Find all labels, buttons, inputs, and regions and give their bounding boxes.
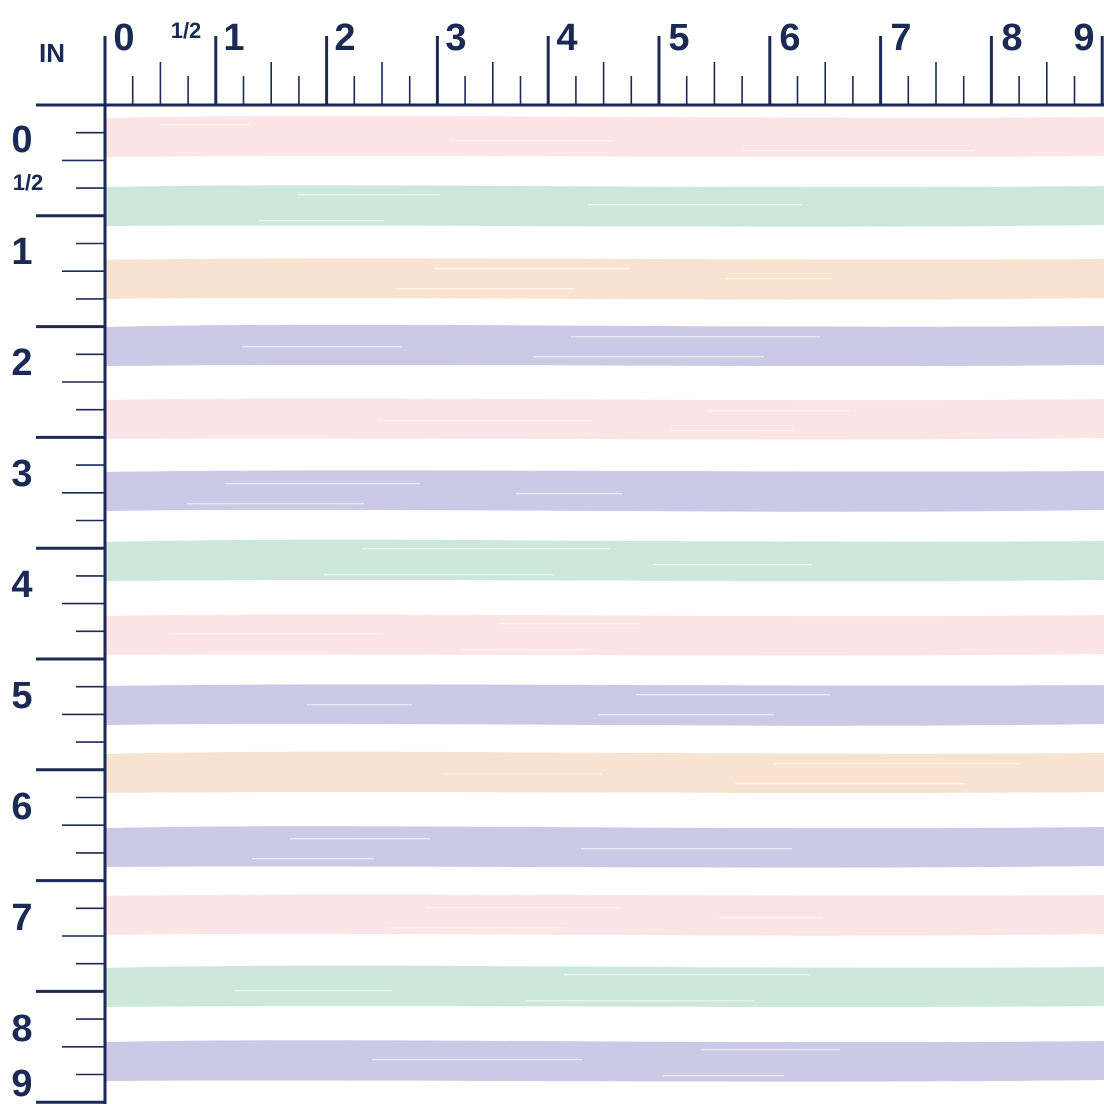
top-ruler-label: 7 [890,17,911,59]
top-ruler-label: 0 [113,17,134,59]
brush-streak [581,848,792,850]
brush-streak [187,503,364,505]
stripe-body [105,324,1104,366]
brush-streak [427,907,620,909]
stripe-body [105,185,1104,227]
stripe-body [105,1040,1104,1082]
stripe-body [105,751,1104,793]
stripe-body [105,614,1104,656]
stripe-body [105,539,1104,581]
brush-streak [396,288,574,290]
brush-streak [225,483,420,485]
top-ruler-label: 2 [334,17,355,59]
brush-streak [653,564,812,566]
left-ruler-label: 1/2 [13,170,44,195]
brush-streak [379,420,592,422]
left-ruler-label: 4 [11,564,32,606]
left-ruler-label: 5 [11,675,32,717]
left-ruler-label: 1 [11,231,32,273]
stripe-peach [105,751,1104,793]
brush-streak [444,773,602,775]
stripe-body [105,398,1104,440]
brush-streak [725,278,832,280]
left-ruler-label: 6 [11,786,32,828]
brush-streak [252,858,374,860]
top-ruler-label: 5 [668,17,689,59]
brush-streak [526,1000,754,1002]
left-ruler-label: 9 [11,1063,32,1104]
stripe-lavender [105,470,1104,512]
brush-streak [773,763,1020,765]
brush-streak [297,194,440,196]
stripe-mint [105,185,1104,227]
brush-streak [362,548,610,550]
brush-streak [235,990,392,992]
brush-streak [259,220,384,222]
brush-streak [718,917,822,919]
stripe-peach [105,258,1104,300]
top-ruler-label: 4 [556,17,577,59]
brush-streak [389,927,564,929]
brush-streak [588,204,802,206]
brush-streak [372,1059,582,1061]
brush-streak [533,356,764,358]
brush-streak [307,704,412,706]
brush-streak [461,649,584,651]
brush-streak [663,1075,784,1077]
left-ruler-label: 3 [11,453,32,495]
stripe-body [105,684,1104,726]
brush-streak [516,493,622,495]
stripe-body [105,115,1104,157]
stripe-body [105,258,1104,300]
left-ruler-label: 2 [11,342,32,384]
top-ruler-label: 8 [1001,17,1022,59]
brush-streak [598,714,774,716]
brush-streak [571,336,820,338]
stripe-body [105,826,1104,868]
brush-streak [708,410,850,412]
stripe-lavender [105,324,1104,366]
stripe-pink [105,614,1104,656]
stripe-lavender [105,684,1104,726]
left-ruler-label: 8 [11,1008,32,1050]
brush-streak [170,633,382,635]
brush-streak [742,150,974,152]
stripe-mint [105,965,1104,1007]
top-ruler-label: 9 [1073,17,1094,59]
stripe-body [105,470,1104,512]
brush-streak [735,783,964,785]
stripe-pink [105,115,1104,157]
brush-streak [324,574,554,576]
left-ruler-label: 0 [11,119,32,161]
top-ruler-label: 3 [445,17,466,59]
stripe-pink [105,398,1104,440]
stripe-lavender [105,826,1104,868]
brush-streak [242,346,402,348]
brush-streak [701,1049,840,1051]
unit-label: IN [39,38,65,68]
stripe-lavender [105,1040,1104,1082]
top-ruler-label: 6 [779,17,800,59]
left-ruler: 0 1/2 1 2 3 4 5 6 7 8 9 [11,36,107,1104]
brush-streak [670,430,794,432]
brush-streak [499,623,640,625]
left-ruler-label: 7 [11,897,32,939]
top-ruler-label: 1 [223,17,244,59]
brush-streak [434,268,630,270]
brush-streak [636,694,830,696]
stripe-body [105,965,1104,1007]
stripe-mint [105,539,1104,581]
top-ruler: 0 1/2 1 2 3 4 5 6 7 8 9 [36,17,1104,107]
brush-streak [451,140,612,142]
stripe-body [105,894,1104,936]
brush-streak [290,838,430,840]
brush-streak [160,124,250,126]
top-ruler-label: 1/2 [171,18,202,43]
stripe-pink [105,894,1104,936]
brush-streak [564,974,810,976]
